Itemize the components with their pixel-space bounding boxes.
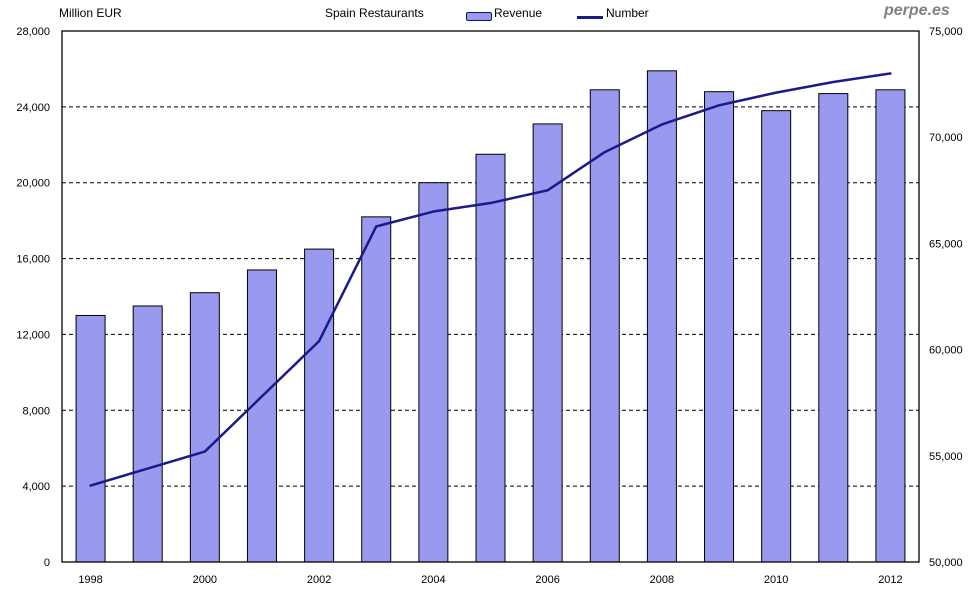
number-line bbox=[89, 72, 892, 487]
right-axis-tick-label: 55,000 bbox=[929, 451, 963, 463]
legend-number-label: Number bbox=[606, 6, 649, 20]
watermark-logo: perpe.es bbox=[884, 2, 950, 19]
left-axis-tick-label: 16,000 bbox=[16, 254, 50, 266]
revenue-bar bbox=[646, 70, 677, 563]
plot-border bbox=[61, 30, 920, 563]
x-axis-tick-label: 2002 bbox=[307, 574, 331, 586]
left-axis-tick-label: 12,000 bbox=[16, 329, 50, 341]
revenue-bar bbox=[246, 269, 277, 563]
revenue-bar bbox=[132, 305, 163, 563]
chart-title: Spain Restaurants bbox=[325, 6, 424, 20]
left-axis-unit-label: Million EUR bbox=[59, 6, 122, 20]
right-axis-tick-label: 70,000 bbox=[929, 132, 963, 144]
x-axis-tick-label: 1998 bbox=[78, 574, 102, 586]
left-axis-tick-label: 20,000 bbox=[16, 178, 50, 190]
x-axis-tick-label: 2010 bbox=[764, 574, 788, 586]
revenue-bar bbox=[589, 89, 620, 563]
left-axis-tick-label: 24,000 bbox=[16, 102, 50, 114]
left-axis-tick-label: 28,000 bbox=[16, 26, 50, 38]
right-axis-tick-label: 50,000 bbox=[929, 557, 963, 569]
left-axis-tick-label: 0 bbox=[44, 557, 50, 569]
revenue-bar bbox=[532, 123, 563, 563]
right-axis-tick-label: 60,000 bbox=[929, 345, 963, 357]
x-axis-tick-label: 2006 bbox=[535, 574, 559, 586]
revenue-bar bbox=[75, 314, 106, 563]
x-axis-tick-label: 2000 bbox=[193, 574, 217, 586]
revenue-bar bbox=[418, 182, 449, 563]
revenue-bar bbox=[304, 248, 335, 563]
left-axis-tick-label: 4,000 bbox=[22, 481, 50, 493]
revenue-bar bbox=[875, 89, 906, 563]
revenue-bar bbox=[475, 153, 506, 563]
revenue-bar bbox=[818, 93, 849, 563]
x-axis-tick-label: 2012 bbox=[878, 574, 902, 586]
legend-revenue-swatch-icon bbox=[466, 12, 492, 21]
x-axis-tick-label: 2008 bbox=[650, 574, 674, 586]
left-axis-tick-label: 8,000 bbox=[22, 405, 50, 417]
right-axis-tick-label: 65,000 bbox=[929, 238, 963, 250]
right-axis-tick-label: 75,000 bbox=[929, 26, 963, 38]
revenue-bar bbox=[704, 91, 735, 563]
x-axis-tick-label: 2004 bbox=[421, 574, 445, 586]
revenue-bar bbox=[189, 292, 220, 563]
revenue-bar bbox=[361, 216, 392, 563]
revenue-bar bbox=[761, 110, 792, 563]
legend-revenue-label: Revenue bbox=[494, 6, 543, 20]
legend-number-line-icon bbox=[577, 16, 603, 19]
